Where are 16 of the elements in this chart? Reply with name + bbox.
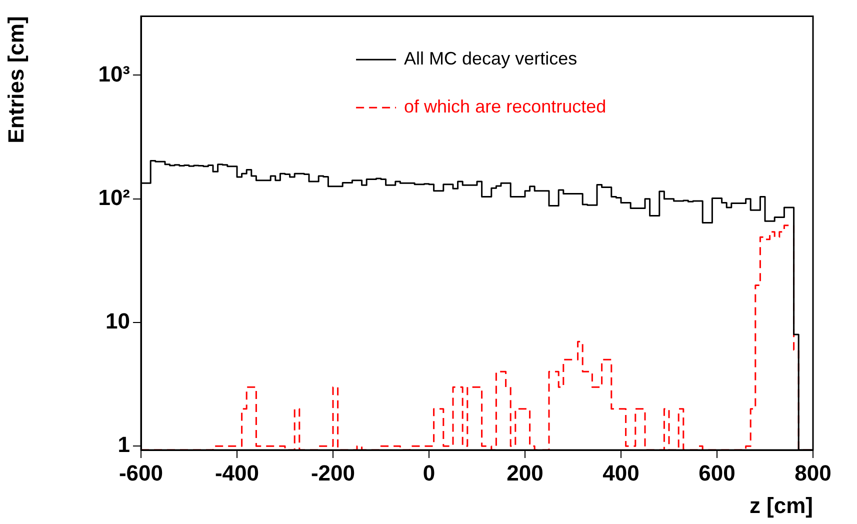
y-axis-title: Entries [cm] bbox=[3, 16, 28, 144]
x-tick-label: -200 bbox=[310, 460, 356, 486]
y-tick-label: 10 bbox=[106, 308, 130, 334]
y-tick-label: 10³ bbox=[98, 61, 130, 86]
legend-label: of which are recontructed bbox=[404, 96, 606, 117]
y-tick-label: 10² bbox=[98, 184, 130, 210]
x-tick-label: 600 bbox=[698, 460, 736, 486]
x-tick-label: 400 bbox=[602, 460, 640, 486]
x-tick-label: 800 bbox=[794, 460, 832, 486]
legend-label: All MC decay vertices bbox=[404, 48, 578, 69]
x-tick-label: -600 bbox=[118, 460, 164, 486]
y-tick-label: 1 bbox=[118, 432, 130, 458]
x-axis-title: z [cm] bbox=[749, 492, 813, 518]
x-tick-label: -400 bbox=[214, 460, 260, 486]
x-tick-label: 0 bbox=[422, 460, 436, 486]
x-tick-label: 200 bbox=[506, 460, 544, 486]
